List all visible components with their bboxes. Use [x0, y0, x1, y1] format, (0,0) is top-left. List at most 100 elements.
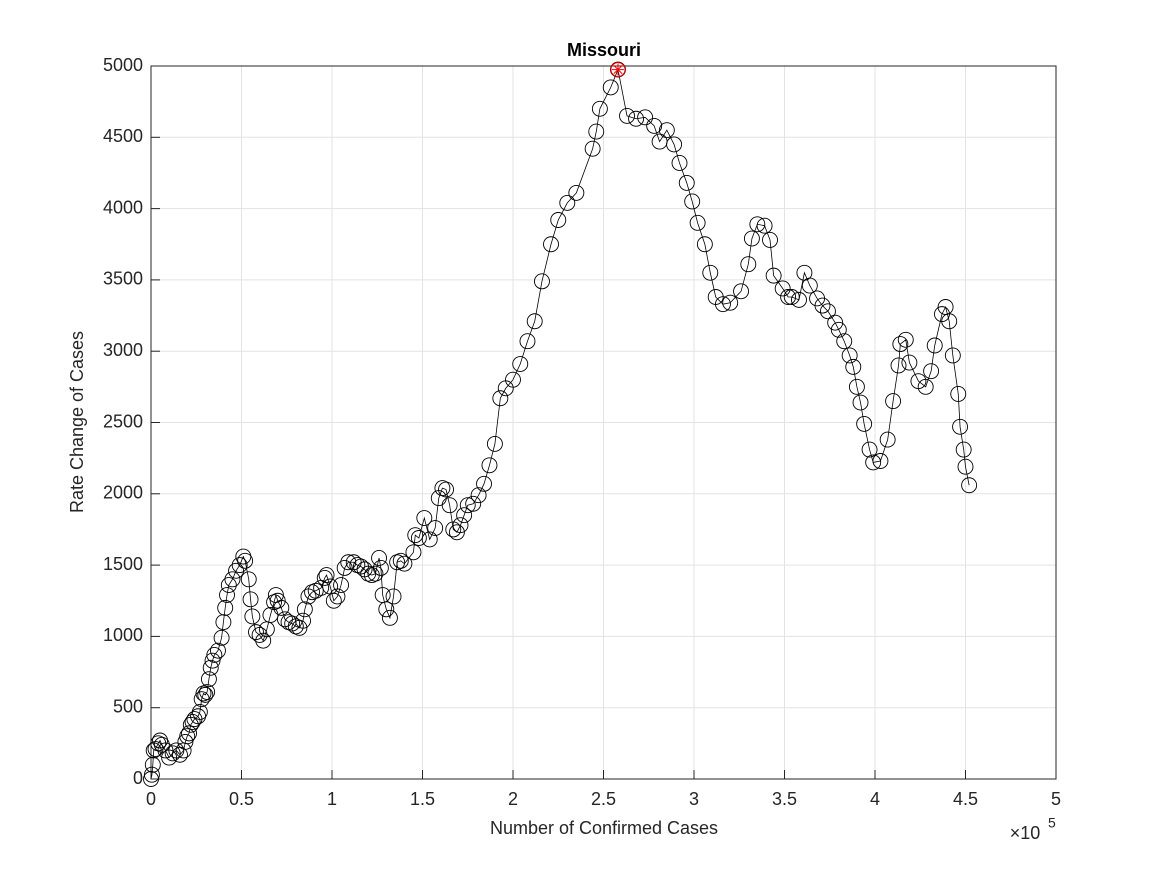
data-point: [885, 393, 902, 410]
data-point: [941, 313, 958, 330]
data-point: [255, 632, 272, 649]
data-point: [684, 193, 701, 210]
data-point: [329, 588, 346, 605]
x-tick-label: 4: [870, 789, 880, 809]
data-point: [197, 686, 214, 703]
data-point: [153, 736, 170, 753]
data-point: [765, 267, 782, 284]
data-point: [164, 745, 181, 762]
data-point: [206, 646, 223, 663]
y-tick-label: 2000: [103, 483, 143, 503]
x-tick-label: 0.5: [229, 789, 254, 809]
y-tick-label: 5000: [103, 55, 143, 75]
x-exponent-base: ×10: [1010, 823, 1041, 843]
chart-title: Missouri: [567, 40, 641, 60]
data-point: [702, 264, 719, 281]
y-tick-label: 1000: [103, 625, 143, 645]
data-point: [405, 544, 422, 561]
data-point: [470, 487, 487, 504]
data-point: [756, 217, 773, 234]
data-point: [526, 313, 543, 330]
data-point: [336, 560, 353, 576]
data-point: [926, 337, 943, 354]
data-point: [901, 354, 918, 371]
y-tick-label: 1500: [103, 554, 143, 574]
x-tick-label: 1.5: [410, 789, 435, 809]
x-tick-label: 1: [327, 789, 337, 809]
data-point: [543, 236, 559, 253]
x-exponent-power: 5: [1048, 815, 1056, 831]
data-point: [219, 587, 235, 603]
data-point: [242, 591, 259, 608]
data-point: [200, 671, 217, 688]
data-point: [492, 390, 509, 407]
data-point: [291, 619, 308, 636]
data-point: [591, 100, 608, 117]
data-point: [427, 520, 444, 536]
data-point: [865, 454, 882, 471]
data-point: [780, 289, 797, 305]
data-point: [923, 363, 940, 380]
data-point: [534, 273, 550, 290]
data-point: [890, 357, 907, 374]
y-tick-label: 0: [133, 768, 143, 788]
data-point: [512, 356, 529, 372]
data-point: [715, 296, 731, 313]
data-point: [666, 136, 683, 153]
data-point: [325, 592, 342, 609]
data-point: [340, 554, 357, 571]
y-tick-label: 4000: [103, 197, 143, 217]
data-point: [848, 378, 865, 395]
data-point: [407, 527, 424, 544]
x-tick-label: 2.5: [591, 789, 616, 809]
y-tick-label: 3500: [103, 269, 143, 289]
data-point: [619, 107, 635, 124]
data-point: [237, 552, 254, 569]
data-point: [220, 577, 237, 594]
x-tick-label: 3.5: [772, 789, 797, 809]
data-point: [378, 601, 395, 618]
data-point: [749, 216, 766, 233]
data-point: [296, 601, 313, 618]
data-point: [215, 614, 232, 631]
data-point: [459, 497, 476, 514]
data-point: [333, 577, 349, 594]
data-point: [955, 441, 972, 458]
data-point: [318, 567, 335, 584]
data-point: [957, 458, 974, 475]
data-point: [602, 79, 619, 96]
y-tick-label: 2500: [103, 411, 143, 431]
data-point: [199, 684, 216, 700]
data-point: [179, 728, 196, 745]
data-point: [696, 236, 713, 253]
data-point: [961, 477, 978, 494]
data-point: [144, 756, 161, 773]
data-point: [791, 291, 807, 308]
data-point: [505, 371, 521, 388]
data-point: [228, 562, 245, 579]
data-point: [157, 742, 174, 759]
data-point: [295, 612, 311, 629]
data-point: [950, 386, 967, 402]
data-point: [438, 481, 454, 498]
data-point: [879, 431, 896, 448]
data-point: [845, 358, 862, 375]
data-point: [392, 552, 409, 569]
data-point: [559, 194, 576, 211]
x-tick-label: 4.5: [953, 789, 978, 809]
data-point: [316, 569, 333, 586]
data-point: [448, 524, 465, 541]
data-point: [452, 517, 469, 534]
data-point: [841, 347, 858, 364]
data-point: [240, 571, 257, 588]
data-point: [733, 283, 750, 300]
x-tick-label: 5: [1051, 789, 1061, 809]
data-point: [861, 441, 878, 458]
data-point: [231, 557, 248, 574]
data-point: [689, 214, 706, 231]
data-point: [456, 507, 473, 524]
data-point: [671, 155, 688, 171]
